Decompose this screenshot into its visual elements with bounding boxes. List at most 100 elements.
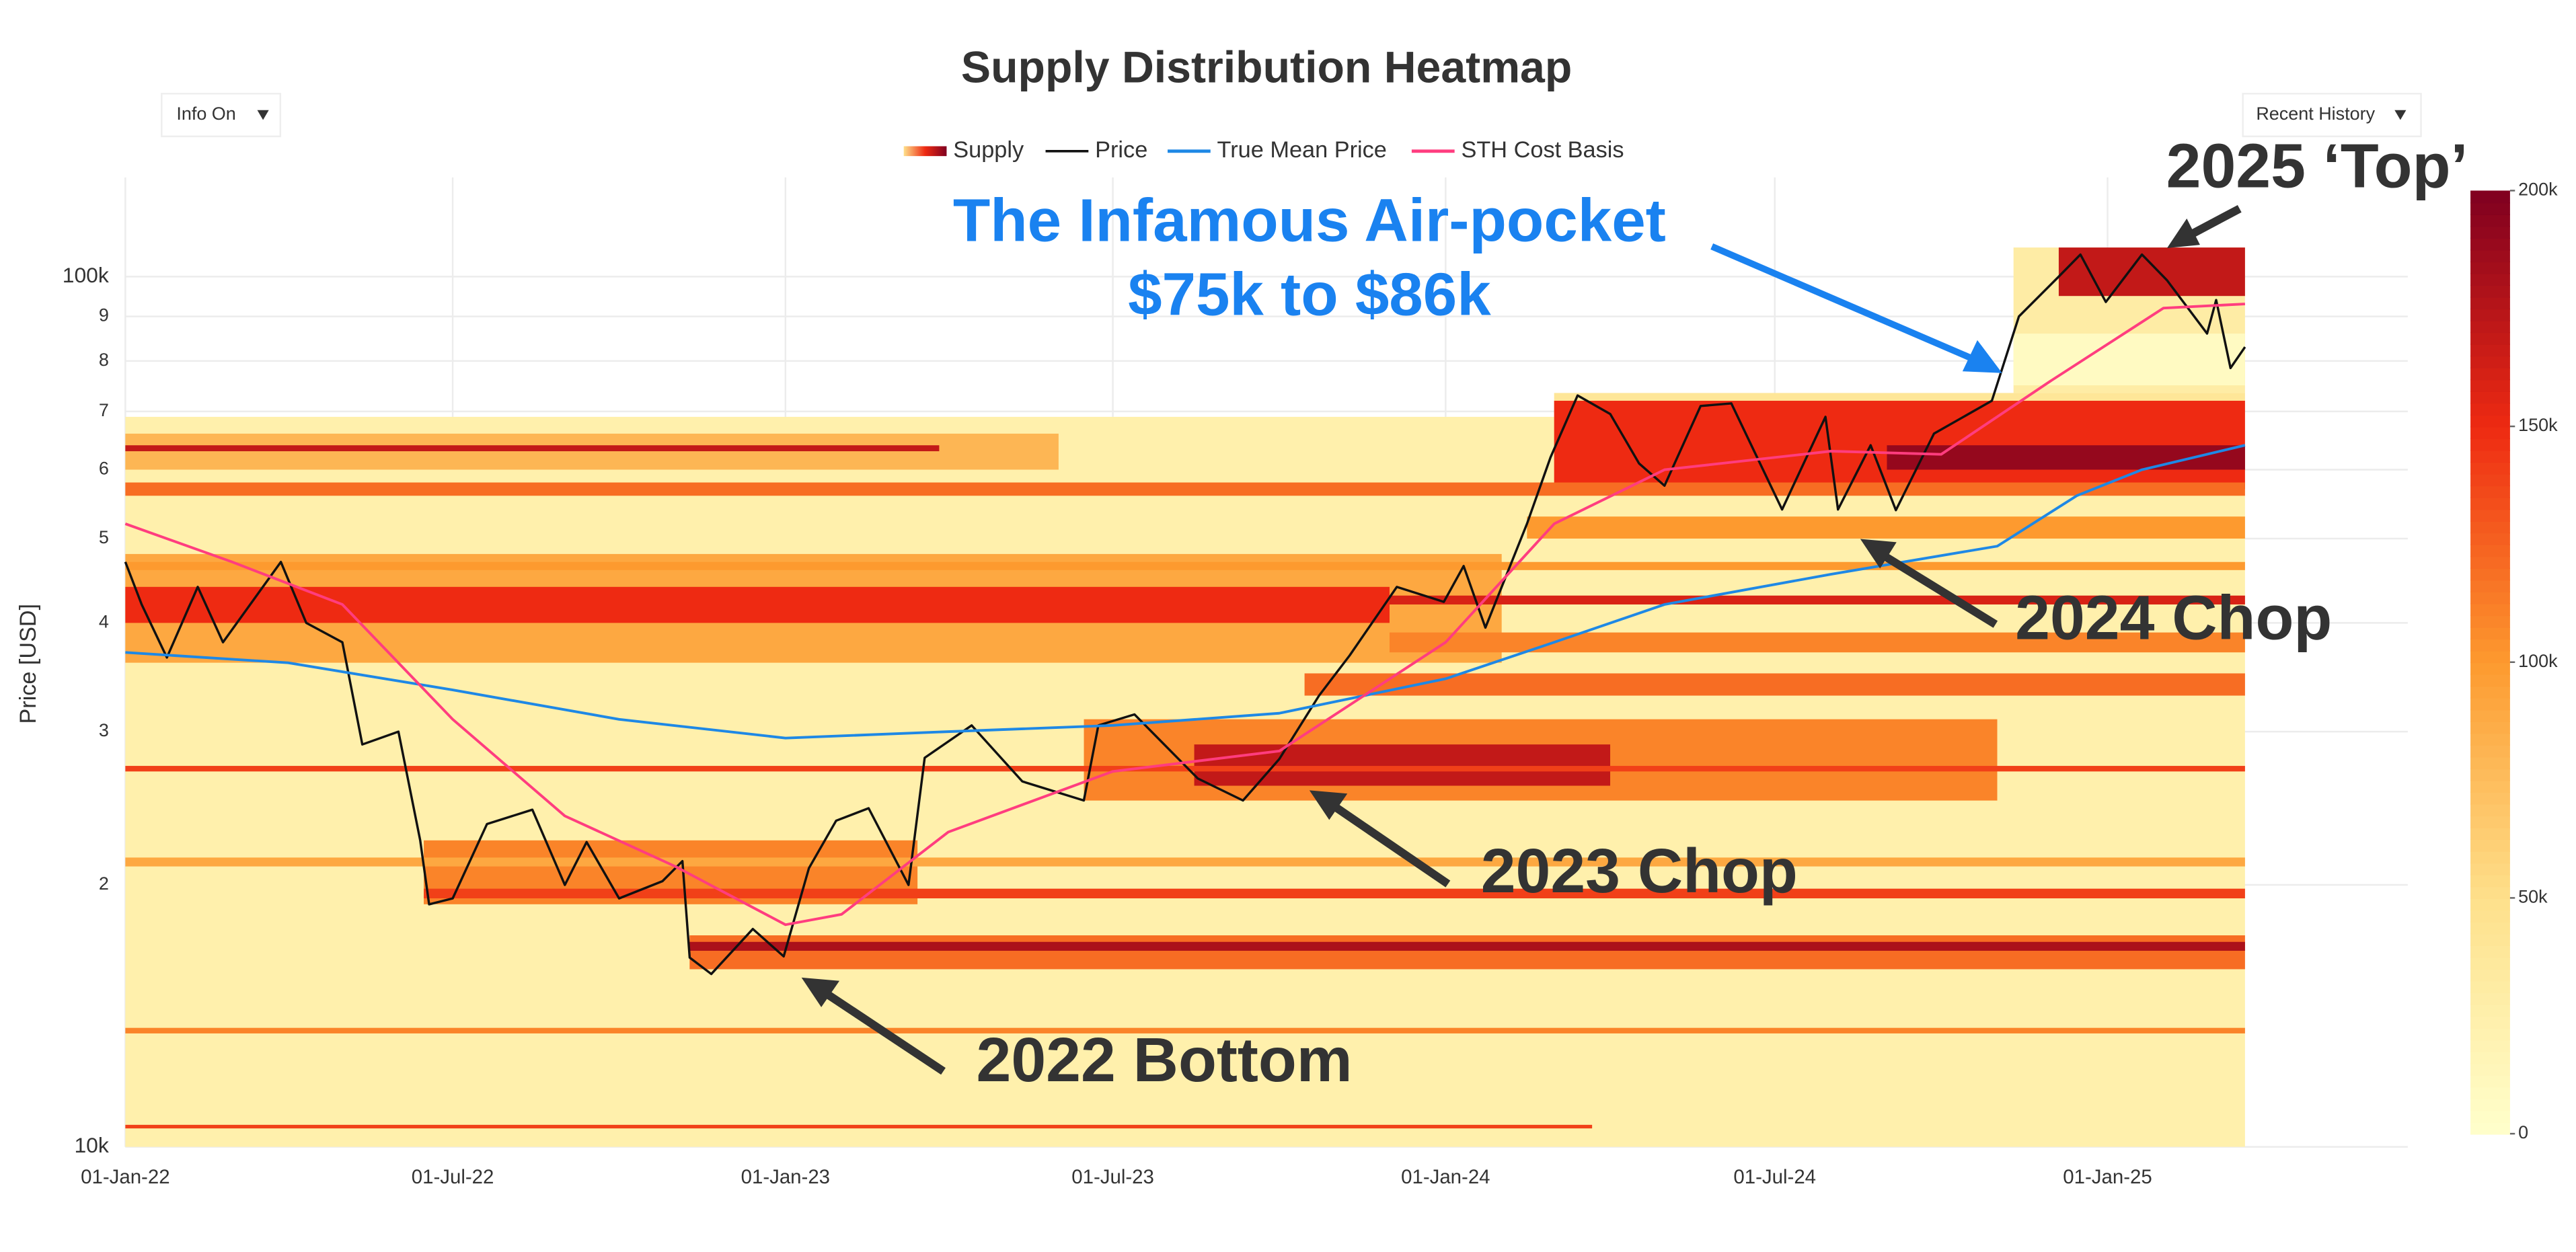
colorbar-label: 50k <box>2518 887 2548 907</box>
y-tick-label: 10k <box>74 1133 108 1157</box>
colorbar-step <box>2470 379 2510 392</box>
colorbar-step <box>2470 532 2510 545</box>
colorbar-label: 150k <box>2518 415 2558 435</box>
colorbar-label: 200k <box>2518 180 2558 200</box>
arrow <box>2188 204 2242 239</box>
legend-label: Supply <box>953 137 1024 163</box>
colorbar-step <box>2470 297 2510 310</box>
colorbar-step <box>2470 485 2510 498</box>
colorbar-step <box>2470 921 2510 935</box>
colorbar-step <box>2470 1074 2510 1088</box>
heat-cell <box>125 433 1059 470</box>
dropdown-box[interactable] <box>2242 93 2422 138</box>
colorbar-step <box>2470 544 2510 557</box>
colorbar-step <box>2470 933 2510 947</box>
y-axis-label: Price [USD] <box>15 604 41 724</box>
y-tick-label: 4 <box>99 612 109 632</box>
arrow-head <box>2166 218 2200 248</box>
dropdown-label[interactable]: Recent History <box>2256 104 2375 124</box>
colorbar-step <box>2470 874 2510 888</box>
y-tick-label: 9 <box>99 305 109 325</box>
y-tick-label: 8 <box>99 350 109 370</box>
colorbar-step <box>2470 1122 2510 1135</box>
colorbar-step <box>2470 685 2510 699</box>
colorbar-step <box>2470 320 2510 334</box>
dropdown-arrow[interactable] <box>2394 110 2407 120</box>
colorbar-step <box>2470 308 2510 321</box>
colorbar-step <box>2470 331 2510 345</box>
dropdown[interactable]: Info On <box>161 93 282 138</box>
colorbar-step <box>2470 438 2510 451</box>
colorbar-step <box>2470 226 2510 239</box>
colorbar-step <box>2470 1098 2510 1111</box>
colorbar-step <box>2470 721 2510 734</box>
heat-cell <box>125 482 2245 496</box>
colorbar-step <box>2470 214 2510 227</box>
y-tick-label: 2 <box>99 873 109 894</box>
y-tick-label: 6 <box>99 459 109 479</box>
colorbar-step <box>2470 898 2510 911</box>
colorbar-step <box>2470 344 2510 357</box>
annotation: 2024 Chop <box>2015 583 2332 653</box>
colorbar-step <box>2470 1062 2510 1076</box>
colorbar-step <box>2470 862 2510 875</box>
series-line <box>124 303 2245 927</box>
colorbar-step <box>2470 473 2510 487</box>
colorbar-step <box>2470 838 2510 852</box>
colorbar-step <box>2470 744 2510 758</box>
dropdown-label[interactable]: Info On <box>176 104 235 124</box>
arrow-head <box>1860 539 1897 569</box>
colorbar-step <box>2470 1051 2510 1064</box>
legend-label: True Mean Price <box>1217 137 1387 163</box>
colorbar-step <box>2470 709 2510 722</box>
heat-cell <box>689 941 2245 951</box>
colorbar-step <box>2470 886 2510 899</box>
colorbar-step <box>2470 780 2510 793</box>
colorbar-step <box>2470 555 2510 569</box>
colorbar-step <box>2470 674 2510 687</box>
colorbar-step <box>2470 662 2510 675</box>
heat-cell <box>125 857 2245 867</box>
colorbar-step <box>2470 261 2510 274</box>
colorbar-step <box>2470 791 2510 805</box>
heat-cell <box>1389 595 2245 604</box>
colorbar-step <box>2470 756 2510 770</box>
heat-cell <box>125 445 940 452</box>
colorbar-step <box>2470 391 2510 404</box>
annotation: $75k to $86k <box>1128 261 1491 329</box>
x-tick-label: 01-Jan-22 <box>81 1166 169 1188</box>
arrow-head <box>1309 790 1348 820</box>
colorbar-step <box>2470 732 2510 746</box>
colorbar-step <box>2470 190 2510 204</box>
colorbar-step <box>2470 827 2510 840</box>
colorbar-step <box>2470 615 2510 628</box>
arrow <box>1881 551 1998 628</box>
heat-cell <box>2013 334 2245 386</box>
colorbar-step <box>2470 568 2510 581</box>
heat-cell <box>1194 744 1611 786</box>
colorbar-step <box>2470 580 2510 593</box>
colorbar-step <box>2470 992 2510 1005</box>
dropdown[interactable]: Recent History <box>2242 93 2422 138</box>
x-tick-label: 01-Jul-24 <box>1733 1166 1816 1188</box>
plot-area: 10k 2 3 4 5 6 7 8 9 100k 01-Jan-22 01-Jul-22 01-Jan-… <box>63 177 2558 1188</box>
colorbar-step <box>2470 650 2510 664</box>
dropdown-arrow[interactable] <box>257 110 269 120</box>
y-tick-label: 3 <box>99 720 109 740</box>
annotations: The Infamous Air-pocket $75k to $86k 202… <box>801 131 2468 1095</box>
y-tick-label: 5 <box>99 527 109 547</box>
chart-title: Supply Distribution Heatmap <box>961 43 1572 93</box>
colorbar-step <box>2470 804 2510 817</box>
y-tick-label: 7 <box>99 400 109 420</box>
colorbar-step <box>2470 237 2510 251</box>
colorbar-step <box>2470 627 2510 640</box>
heat-cell <box>125 766 2245 772</box>
colorbar-step <box>2470 945 2510 958</box>
colorbar-step <box>2470 1015 2510 1029</box>
x-tick-label: 01-Jan-23 <box>741 1166 830 1188</box>
colorbar-step <box>2470 1039 2510 1052</box>
annotation: The Infamous Air-pocket <box>953 187 1666 255</box>
arrow <box>1710 243 1981 365</box>
colorbar-label: 100k <box>2518 651 2558 671</box>
